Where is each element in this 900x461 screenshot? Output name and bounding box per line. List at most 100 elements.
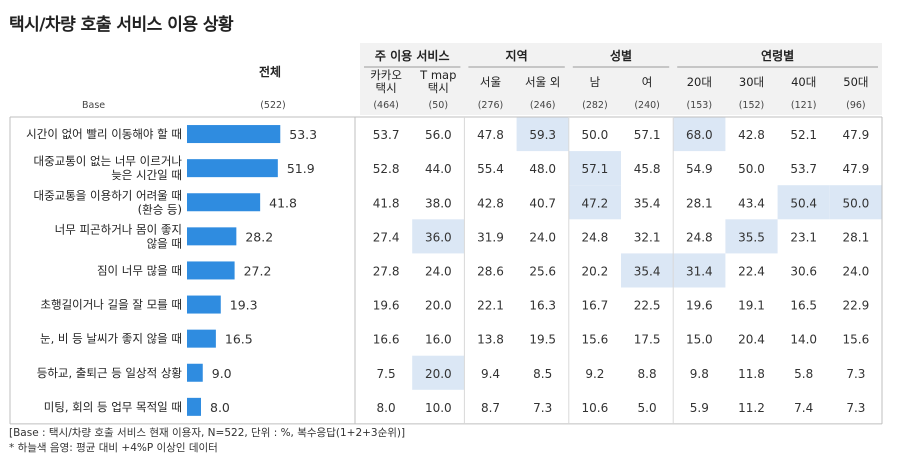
cell-1-2: 55.4 — [477, 162, 504, 176]
highlight-cell-5 — [829, 185, 882, 220]
column-base-6: (153) — [687, 100, 713, 111]
cell-5-9: 22.9 — [843, 299, 870, 313]
highlight-cell-6 — [412, 219, 465, 254]
cell-6-4: 15.6 — [582, 333, 609, 347]
column-header-4: 남 — [590, 75, 601, 89]
column-header-0-line2: 택시 — [376, 81, 397, 95]
cell-3-9: 28.1 — [843, 230, 870, 244]
cell-6-7: 20.4 — [738, 333, 765, 347]
cell-0-8: 52.1 — [790, 128, 817, 142]
cell-3-0: 27.4 — [373, 230, 400, 244]
column-header-6: 20대 — [687, 75, 712, 89]
row-label-2-line1: 대중교통을 이용하기 어려울 때 — [33, 188, 182, 202]
highlight-cell-10 — [412, 355, 465, 390]
column-base-0: (464) — [373, 100, 399, 111]
cell-7-5: 8.8 — [638, 367, 657, 381]
cell-2-5: 35.4 — [634, 196, 661, 210]
column-base-1: (50) — [429, 100, 449, 111]
bar-1 — [187, 159, 278, 178]
cell-4-5: 35.4 — [634, 264, 661, 278]
column-base-4: (282) — [582, 100, 608, 111]
cell-8-2: 8.7 — [481, 401, 500, 415]
highlight-cell-8 — [621, 253, 674, 288]
cell-0-3: 59.3 — [529, 128, 556, 142]
cell-7-1: 20.0 — [425, 367, 452, 381]
highlight-cell-7 — [725, 219, 778, 254]
cell-0-4: 50.0 — [582, 128, 609, 142]
cell-7-2: 9.4 — [481, 367, 500, 381]
group-header-0: 주 이용 서비스 — [375, 48, 450, 63]
cell-1-8: 53.7 — [790, 162, 817, 176]
cell-5-6: 19.6 — [686, 299, 713, 313]
cell-2-8: 50.4 — [790, 196, 817, 210]
column-base-5: (240) — [634, 100, 660, 111]
cell-0-5: 57.1 — [634, 128, 661, 142]
column-header-9: 50대 — [843, 75, 868, 89]
column-header-3: 서울 외 — [525, 75, 560, 89]
cell-5-0: 19.6 — [373, 299, 400, 313]
bar-value-4: 27.2 — [244, 263, 272, 278]
bar-value-0: 53.3 — [289, 127, 317, 142]
cell-3-7: 35.5 — [738, 230, 765, 244]
cell-2-4: 47.2 — [582, 196, 609, 210]
bar-2 — [187, 193, 261, 212]
cell-0-6: 68.0 — [686, 128, 713, 142]
cell-1-5: 45.8 — [634, 162, 661, 176]
cell-6-6: 15.0 — [686, 333, 713, 347]
cell-8-4: 10.6 — [582, 401, 609, 415]
column-base-9: (96) — [846, 100, 866, 111]
cell-7-9: 7.3 — [846, 367, 865, 381]
cell-5-5: 22.5 — [634, 299, 661, 313]
column-header-5: 여 — [642, 75, 653, 89]
cell-2-7: 43.4 — [738, 196, 765, 210]
bar-4 — [187, 261, 235, 280]
cell-3-4: 24.8 — [582, 230, 609, 244]
highlight-cell-3 — [568, 185, 621, 220]
cell-5-2: 22.1 — [477, 299, 504, 313]
cell-6-0: 16.6 — [373, 333, 400, 347]
cell-3-2: 31.9 — [477, 230, 504, 244]
cell-1-1: 44.0 — [425, 162, 452, 176]
cell-6-1: 16.0 — [425, 333, 452, 347]
cell-8-3: 7.3 — [533, 401, 552, 415]
cell-0-1: 56.0 — [425, 128, 452, 142]
bar-value-7: 9.0 — [212, 366, 232, 381]
cell-4-2: 28.6 — [477, 264, 504, 278]
cell-1-9: 47.9 — [843, 162, 870, 176]
column-base-8: (121) — [791, 100, 817, 111]
bar-value-1: 51.9 — [287, 161, 315, 176]
cell-4-7: 22.4 — [738, 264, 765, 278]
bar-5 — [187, 295, 221, 314]
column-header-7: 30대 — [739, 75, 764, 89]
row-label-8: 미팅, 회의 등 업무 목적일 때 — [44, 400, 182, 414]
row-label-5: 초행길이거나 길을 잘 모를 때 — [40, 298, 182, 312]
cell-7-3: 8.5 — [533, 367, 552, 381]
cell-3-5: 32.1 — [634, 230, 661, 244]
cell-8-1: 10.0 — [425, 401, 452, 415]
cell-4-9: 24.0 — [843, 264, 870, 278]
row-label-3-line1: 너무 피곤하거나 몸이 좋지 — [55, 222, 182, 236]
cell-2-3: 40.7 — [529, 196, 556, 210]
column-base-2: (276) — [478, 100, 504, 111]
highlight-cell-1 — [673, 117, 726, 152]
highlight-cell-2 — [568, 151, 621, 186]
cell-8-7: 11.2 — [738, 401, 765, 415]
cell-1-3: 48.0 — [529, 162, 556, 176]
bar-3 — [187, 227, 237, 246]
cell-2-0: 41.8 — [373, 196, 400, 210]
cell-6-2: 13.8 — [477, 333, 504, 347]
row-label-1-line2: 늦은 시간일 때 — [111, 168, 182, 182]
cell-3-6: 24.8 — [686, 230, 713, 244]
cell-6-9: 15.6 — [843, 333, 870, 347]
cell-5-8: 16.5 — [790, 299, 817, 313]
bar-7 — [187, 363, 203, 382]
cell-8-6: 5.9 — [690, 401, 709, 415]
cell-7-0: 7.5 — [377, 367, 396, 381]
row-label-7: 등하교, 출퇴근 등 일상적 상황 — [37, 366, 183, 380]
cell-4-6: 31.4 — [686, 264, 713, 278]
cell-6-3: 19.5 — [529, 333, 556, 347]
highlight-cell-4 — [777, 185, 830, 220]
cell-4-8: 30.6 — [790, 264, 817, 278]
cell-8-5: 5.0 — [638, 401, 657, 415]
cell-8-9: 7.3 — [846, 401, 865, 415]
